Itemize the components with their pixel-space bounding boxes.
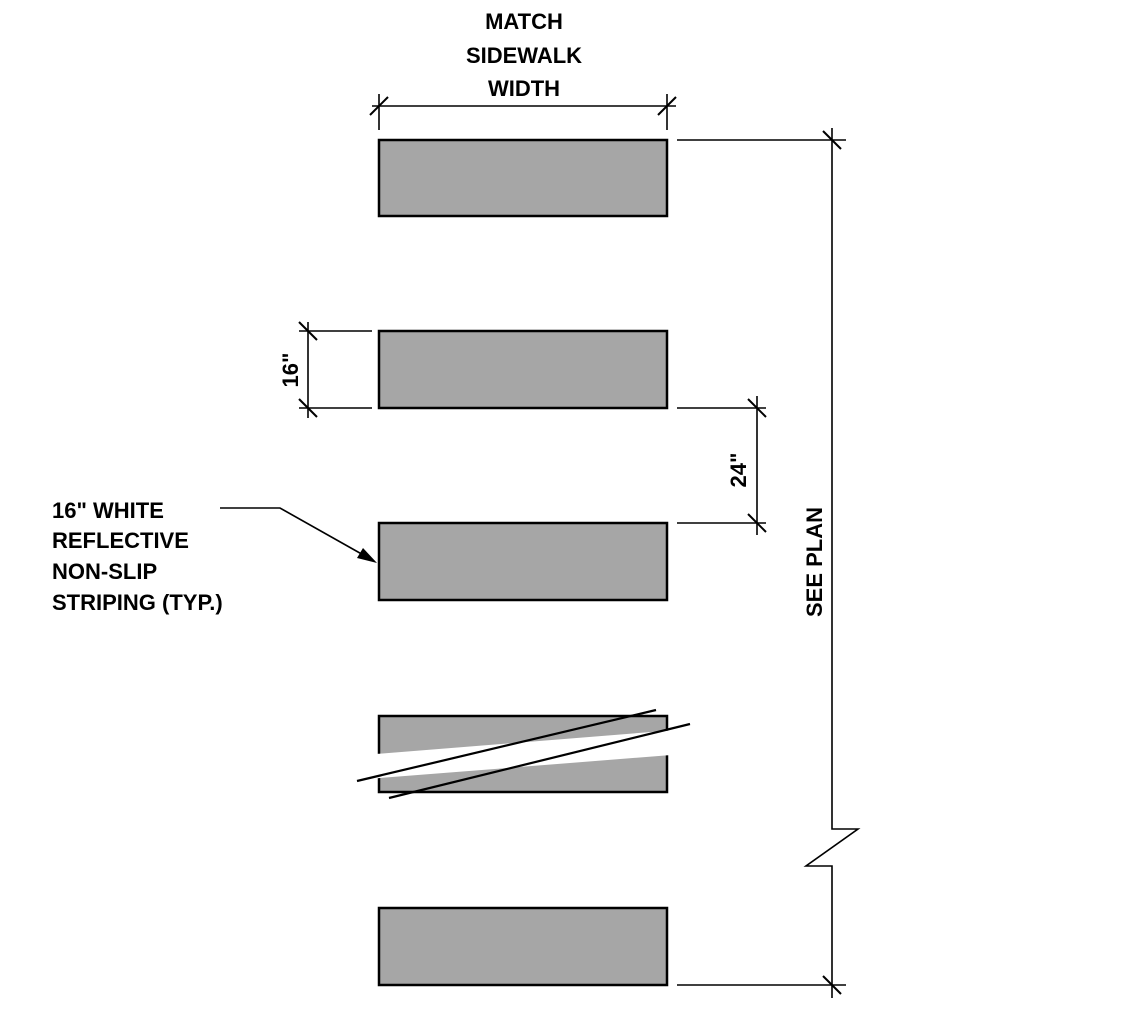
- gap-height-label: 24": [726, 453, 751, 488]
- callout-line1: 16" WHITE: [52, 498, 164, 523]
- width-label-line1: MATCH: [485, 9, 563, 34]
- stripe-height-dimension: [298, 321, 372, 418]
- break-lines: [356, 708, 691, 800]
- stripe-5: [377, 906, 669, 987]
- callout-line4: STRIPING (TYP.): [52, 590, 223, 615]
- stripe-height-label: 16": [278, 353, 303, 388]
- width-label-line2: SIDEWALK: [466, 43, 582, 68]
- stripe-1: [377, 138, 669, 218]
- width-label-line3: WIDTH: [488, 76, 560, 101]
- callout-leader: [220, 507, 377, 563]
- stripe-3: [377, 521, 669, 602]
- callout-line3: NON-SLIP: [52, 559, 157, 584]
- stripe-4-broken: [377, 714, 669, 794]
- stripe-2: [377, 329, 669, 410]
- overall-length-dimension: [677, 128, 861, 998]
- width-dimension: [369, 94, 677, 130]
- overall-length-label: SEE PLAN: [802, 507, 827, 617]
- callout-line2: REFLECTIVE: [52, 528, 189, 553]
- gap-height-dimension: [677, 396, 767, 535]
